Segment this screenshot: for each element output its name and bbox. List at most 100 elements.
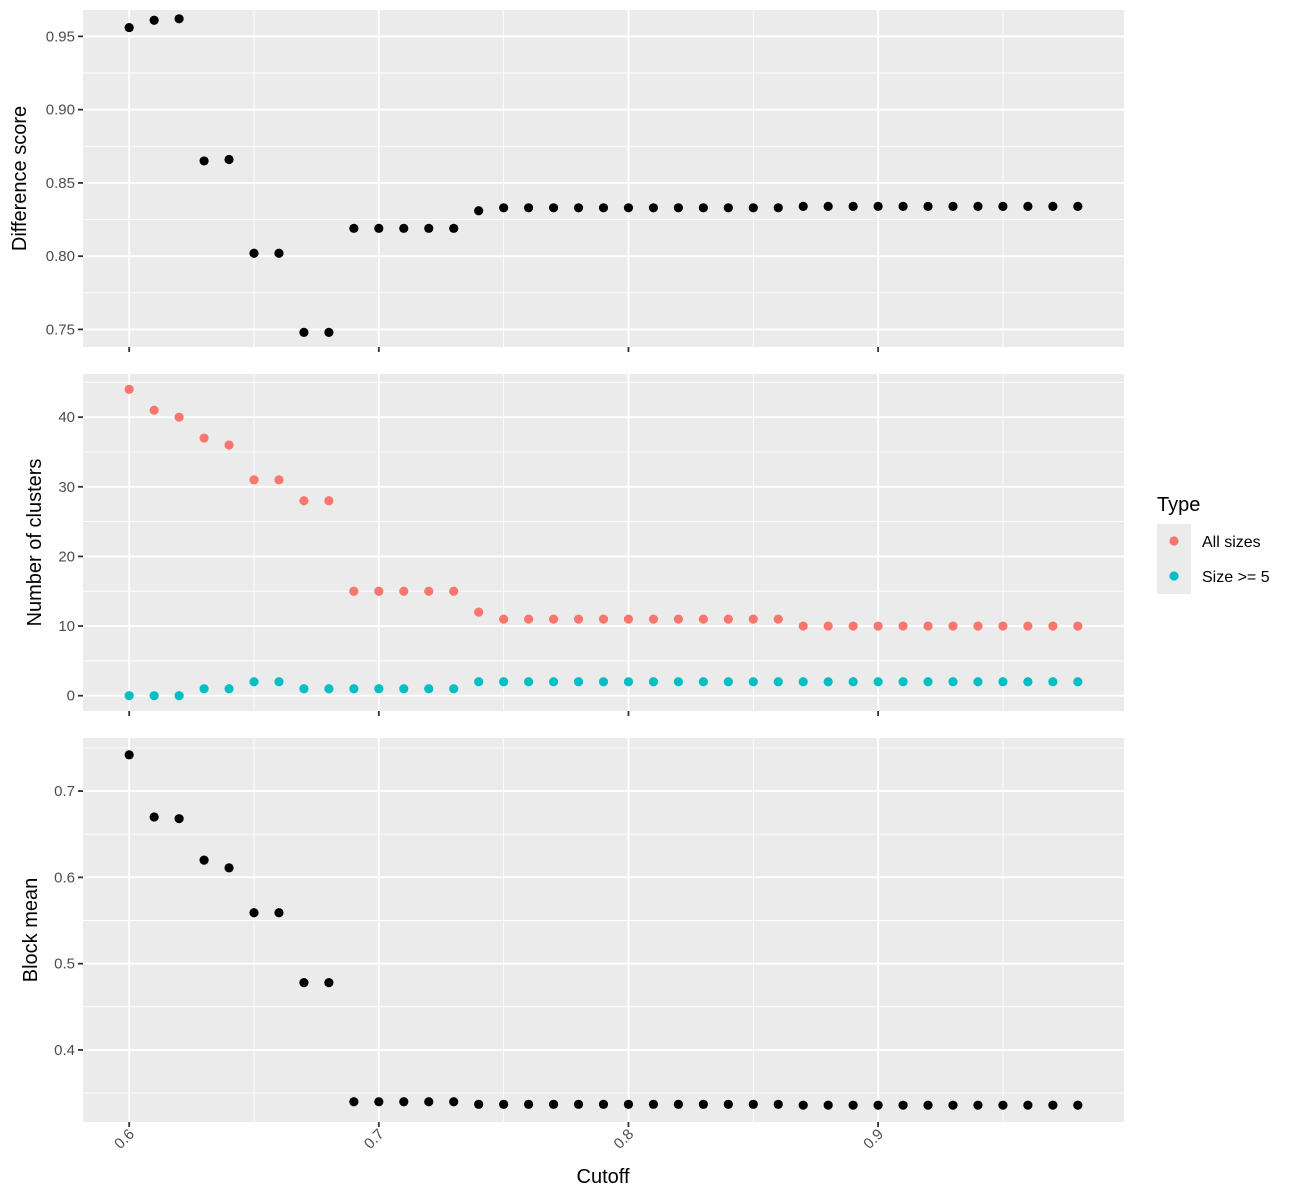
data-point [324, 496, 334, 506]
data-point [798, 1100, 808, 1110]
data-point [873, 621, 883, 631]
data-point [823, 621, 833, 631]
data-point [199, 855, 209, 865]
data-point [174, 814, 184, 824]
data-point [798, 621, 808, 631]
x-tick-label: 0.7 [361, 1126, 388, 1153]
data-point [474, 1099, 484, 1109]
data-point [923, 1100, 933, 1110]
panel-background [83, 738, 1124, 1122]
data-point [1048, 201, 1058, 211]
legend-key-background [1157, 524, 1191, 594]
y-tick-label: 0.5 [54, 956, 75, 973]
data-point [124, 384, 134, 394]
data-point [324, 327, 334, 337]
y-tick-label: 10 [58, 618, 75, 635]
y-axis-title: Block mean [20, 878, 42, 983]
data-point [598, 614, 609, 624]
data-point [524, 203, 534, 213]
data-point [349, 684, 359, 694]
data-point [773, 677, 783, 687]
y-tick-label: 30 [58, 479, 75, 496]
data-point [499, 614, 509, 624]
data-point [748, 1099, 758, 1109]
series-1 [124, 384, 1083, 631]
data-point [648, 1099, 659, 1109]
data-point [998, 621, 1008, 631]
panel-2: 0 10 20 30 40 Number of clusters [24, 374, 1124, 716]
data-point [174, 412, 184, 422]
panel-background [83, 374, 1124, 711]
data-point [399, 1097, 409, 1107]
data-point [648, 677, 659, 687]
data-point [573, 614, 584, 624]
legend-entries: All sizes Size >= 5 [1169, 534, 1270, 586]
data-point [623, 1099, 634, 1109]
data-point [499, 203, 509, 213]
series-2 [124, 677, 1083, 701]
data-point [374, 684, 384, 694]
y-tick-label: 0.95 [46, 28, 75, 45]
data-point [449, 586, 459, 596]
x-axis-title: Cutoff [577, 1166, 630, 1188]
data-point [199, 684, 209, 694]
data-point [149, 812, 159, 822]
data-point [1023, 1100, 1033, 1110]
data-point [748, 203, 758, 213]
data-point [424, 223, 434, 233]
data-point [1023, 201, 1033, 211]
y-axis-title: Number of clusters [24, 459, 46, 627]
data-point [823, 201, 833, 211]
data-point [224, 440, 234, 450]
data-point [698, 203, 708, 213]
data-point [374, 1097, 384, 1107]
data-point [923, 677, 933, 687]
data-point [1023, 621, 1033, 631]
data-point [698, 614, 708, 624]
data-point [224, 863, 234, 873]
data-point [698, 677, 708, 687]
panel-1: 0.75 0.80 0.85 0.90 0.95 Difference score [9, 10, 1124, 352]
data-point [673, 614, 683, 624]
data-point [973, 201, 983, 211]
data-point [424, 586, 434, 596]
legend-key-point [1169, 536, 1179, 546]
data-point [424, 684, 434, 694]
data-point [573, 677, 584, 687]
data-point [449, 223, 459, 233]
data-point [723, 203, 733, 213]
data-point [1048, 621, 1058, 631]
legend-label: Size >= 5 [1202, 569, 1270, 586]
data-point [249, 475, 259, 485]
data-point [524, 677, 534, 687]
data-point [773, 1099, 783, 1109]
data-point [998, 677, 1008, 687]
data-point [723, 1099, 733, 1109]
data-point [673, 203, 683, 213]
data-point [923, 201, 933, 211]
data-point [548, 677, 559, 687]
panel-3: 0.4 0.5 0.6 0.7 Block mean [20, 738, 1124, 1127]
y-tick-label: 0.85 [46, 175, 75, 192]
data-point [973, 677, 983, 687]
y-tick-label: 0.6 [54, 869, 75, 886]
data-point [124, 691, 134, 701]
data-point [249, 908, 259, 918]
data-point [124, 22, 134, 33]
data-point [648, 614, 659, 624]
y-tick-label: 20 [58, 548, 75, 565]
data-point [249, 248, 259, 258]
data-point [748, 677, 758, 687]
data-point [274, 475, 284, 485]
data-point [673, 1099, 683, 1109]
legend-label: All sizes [1202, 534, 1261, 551]
data-point [374, 223, 384, 233]
data-point [149, 405, 159, 415]
data-point [648, 203, 659, 213]
data-point [698, 1099, 708, 1109]
data-point [249, 677, 259, 687]
data-point [274, 677, 284, 687]
y-axis-title: Difference score [9, 106, 31, 251]
data-point [623, 203, 634, 213]
